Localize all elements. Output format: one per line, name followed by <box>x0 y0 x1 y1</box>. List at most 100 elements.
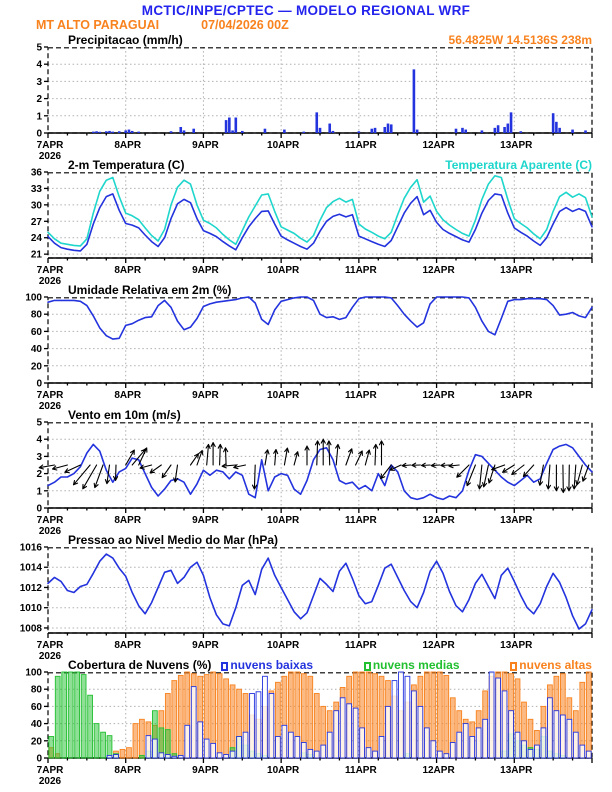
precipitation-title: Precipitacao (mm/h) <box>68 33 183 47</box>
temperature-plot: 21 24 27 30 33 36 7APR 8APR 9APR 10APR 11APR 12APR 1… <box>31 168 593 287</box>
svg-text:10APR: 10APR <box>267 640 300 651</box>
svg-text:7APR: 7APR <box>37 140 64 151</box>
wind-plot: 0 1 2 3 4 5 7APR 8APR 9APR 10APR 11APR 12APR 13APR 20… <box>36 418 593 537</box>
svg-text:10APR: 10APR <box>267 390 300 401</box>
svg-text:3: 3 <box>36 452 42 463</box>
svg-text:10APR: 10APR <box>267 515 300 526</box>
legend-low-clouds: nuvens baixas <box>221 658 313 672</box>
svg-text:5: 5 <box>36 43 42 54</box>
svg-text:27: 27 <box>31 217 43 228</box>
svg-text:13APR: 13APR <box>500 265 533 276</box>
precipitation-plot: 0 1 2 3 4 5 7APR 8APR 9APR 10APR 11APR 12APR 13APR 20… <box>36 43 593 162</box>
run-datetime: 07/04/2026 00Z <box>201 18 289 32</box>
svg-text:11APR: 11APR <box>345 515 377 526</box>
svg-text:2026: 2026 <box>39 151 62 162</box>
svg-text:1008: 1008 <box>20 623 43 634</box>
panel-pressure: Pressao ao Nivel Medio do Mar (hPa) 1008… <box>0 533 612 662</box>
humidity-title: Umidade Relativa em 2m (%) <box>68 283 232 297</box>
svg-text:36: 36 <box>31 168 43 179</box>
svg-text:5: 5 <box>36 418 42 429</box>
svg-text:2026: 2026 <box>39 401 62 412</box>
svg-text:7APR: 7APR <box>37 265 64 276</box>
wind-title-row: Vento em 10m (m/s) <box>0 408 612 422</box>
svg-text:9APR: 9APR <box>192 390 219 401</box>
svg-text:10APR: 10APR <box>267 140 300 151</box>
svg-text:8APR: 8APR <box>114 515 141 526</box>
svg-text:11APR: 11APR <box>345 390 377 401</box>
svg-text:8APR: 8APR <box>114 640 141 651</box>
temperature-title: 2-m Temperatura (C) <box>68 158 185 172</box>
svg-text:1012: 1012 <box>20 583 43 594</box>
svg-text:9APR: 9APR <box>192 515 219 526</box>
svg-text:0: 0 <box>36 754 42 765</box>
svg-text:7APR: 7APR <box>37 765 64 776</box>
svg-text:40: 40 <box>31 344 43 355</box>
apparent-temperature-legend: Temperatura Aparente (C) <box>445 158 592 172</box>
svg-text:12APR: 12APR <box>422 515 455 526</box>
cloud-legend: nuvens baixas nuvens medias nuvens altas <box>221 658 592 672</box>
svg-text:2: 2 <box>36 469 42 480</box>
svg-text:12APR: 12APR <box>422 140 455 151</box>
svg-text:30: 30 <box>31 200 43 211</box>
svg-text:8APR: 8APR <box>114 390 141 401</box>
svg-text:40: 40 <box>31 719 43 730</box>
svg-text:11APR: 11APR <box>345 265 377 276</box>
svg-text:2026: 2026 <box>39 276 62 287</box>
svg-text:13APR: 13APR <box>500 765 533 776</box>
svg-text:12APR: 12APR <box>422 265 455 276</box>
svg-text:7APR: 7APR <box>37 390 64 401</box>
svg-text:2026: 2026 <box>39 776 62 787</box>
svg-text:20: 20 <box>31 736 43 747</box>
svg-text:2026: 2026 <box>39 526 62 537</box>
station-name: MT ALTO PARAGUAI <box>36 18 160 32</box>
svg-text:9APR: 9APR <box>192 265 219 276</box>
svg-text:1010: 1010 <box>20 603 43 614</box>
panel-cloud-cover: Cobertura de Nuvens (%) nuvens baixas nu… <box>0 658 612 787</box>
svg-text:33: 33 <box>31 184 43 195</box>
panel-temperature: 2-m Temperatura (C) Temperatura Aparente… <box>0 158 612 287</box>
svg-text:1: 1 <box>36 486 42 497</box>
svg-text:13APR: 13APR <box>500 140 533 151</box>
mid-clouds-swatch-icon <box>363 662 371 671</box>
svg-text:13APR: 13APR <box>500 640 533 651</box>
svg-text:10APR: 10APR <box>267 765 300 776</box>
svg-text:100: 100 <box>25 668 42 679</box>
low-clouds-swatch-icon <box>221 662 229 671</box>
temperature-title-row: 2-m Temperatura (C) Temperatura Aparente… <box>0 158 612 172</box>
legend-mid-clouds: nuvens medias <box>363 658 460 672</box>
svg-text:7APR: 7APR <box>37 515 64 526</box>
svg-text:24: 24 <box>31 233 43 244</box>
svg-text:12APR: 12APR <box>422 765 455 776</box>
svg-text:12APR: 12APR <box>422 640 455 651</box>
pressure-title-row: Pressao ao Nivel Medio do Mar (hPa) <box>0 533 612 547</box>
svg-text:0: 0 <box>36 379 42 390</box>
panel-humidity: Umidade Relativa em 2m (%) 0 20 40 60 80 100 7… <box>0 283 612 412</box>
svg-text:11APR: 11APR <box>345 140 377 151</box>
svg-text:7APR: 7APR <box>37 640 64 651</box>
svg-text:0: 0 <box>36 504 42 515</box>
svg-text:1: 1 <box>36 111 42 122</box>
svg-text:11APR: 11APR <box>345 640 377 651</box>
svg-text:11APR: 11APR <box>345 765 377 776</box>
svg-text:10APR: 10APR <box>267 265 300 276</box>
pressure-title: Pressao ao Nivel Medio do Mar (hPa) <box>68 533 279 547</box>
panel-precipitation: Precipitacao (mm/h) 56.4825W 14.5136S 23… <box>0 33 612 162</box>
svg-text:0: 0 <box>36 129 42 140</box>
high-clouds-label: nuvens altas <box>519 658 592 672</box>
svg-text:1016: 1016 <box>20 543 43 554</box>
svg-text:12APR: 12APR <box>422 390 455 401</box>
svg-text:80: 80 <box>31 310 43 321</box>
svg-text:3: 3 <box>36 77 42 88</box>
svg-text:9APR: 9APR <box>192 140 219 151</box>
svg-text:13APR: 13APR <box>500 515 533 526</box>
mid-clouds-label: nuvens medias <box>372 658 460 672</box>
cloud-title-row: Cobertura de Nuvens (%) nuvens baixas nu… <box>0 658 612 672</box>
precipitation-title-row: Precipitacao (mm/h) 56.4825W 14.5136S 23… <box>0 33 612 47</box>
svg-text:9APR: 9APR <box>192 765 219 776</box>
svg-text:2026: 2026 <box>39 651 62 662</box>
svg-text:13APR: 13APR <box>500 390 533 401</box>
svg-text:8APR: 8APR <box>114 265 141 276</box>
svg-text:21: 21 <box>31 250 43 261</box>
cloud-title: Cobertura de Nuvens (%) <box>68 658 212 672</box>
svg-text:8APR: 8APR <box>114 140 141 151</box>
